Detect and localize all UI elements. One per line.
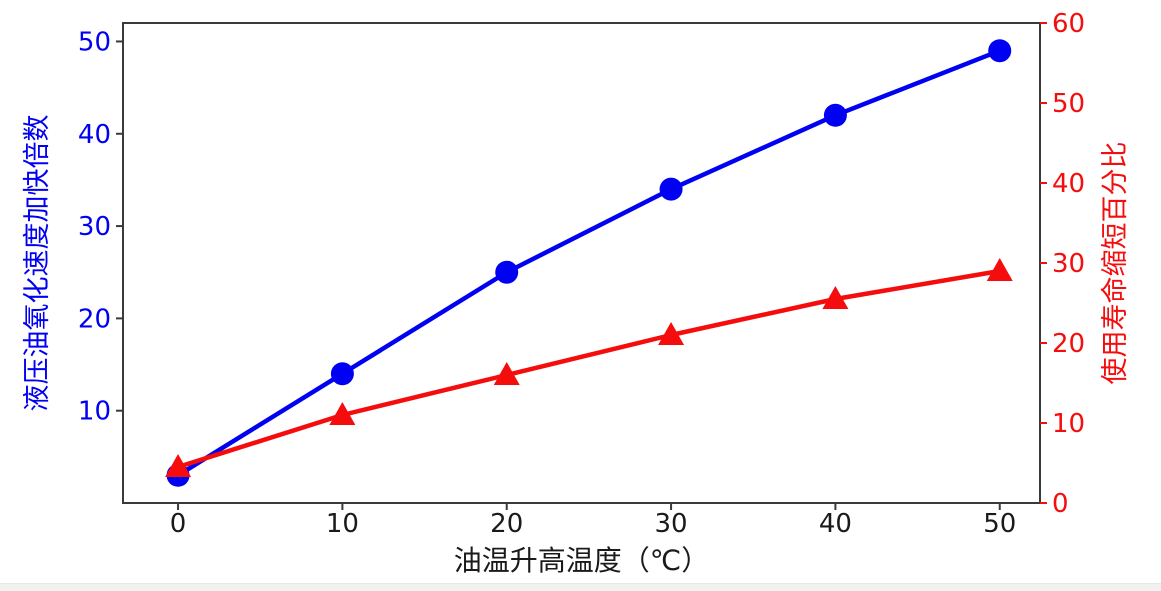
data-point-triangle-marker	[986, 258, 1013, 281]
data-point-triangle-marker	[658, 322, 685, 345]
series-line-oxidation	[175, 48, 1002, 478]
x-axis-label: 油温升高温度（℃）	[454, 544, 709, 577]
x-tick-label: 0	[170, 509, 187, 539]
right-tick-label: 40	[1052, 169, 1085, 199]
data-point-circle-marker	[988, 39, 1012, 63]
right-tick-label: 20	[1052, 329, 1085, 359]
data-point-circle-marker	[823, 103, 847, 127]
data-point-triangle-marker	[493, 362, 520, 385]
left-tick-label: 40	[78, 120, 111, 150]
data-point-triangle-marker	[329, 402, 356, 425]
plot-border	[122, 22, 1041, 504]
left-tick-label: 20	[78, 304, 111, 334]
data-point-triangle-marker	[822, 286, 849, 309]
x-tick-label: 20	[490, 509, 523, 539]
x-tick-label: 40	[819, 509, 852, 539]
left-tick-label: 30	[78, 212, 111, 242]
left-tick-label: 10	[78, 397, 111, 427]
data-point-circle-marker	[330, 362, 354, 386]
right-tick-label: 10	[1052, 409, 1085, 439]
data-point-triangle-marker	[165, 454, 192, 477]
right-tick-label: 60	[1052, 9, 1085, 39]
x-tick-label: 10	[326, 509, 359, 539]
right-tick-label: 0	[1052, 489, 1069, 519]
left-tick-label: 50	[78, 27, 111, 57]
bottom-strip	[0, 583, 1161, 591]
left-axis-label: 液压油氧化速度加快倍数	[22, 115, 53, 412]
right-tick-label: 30	[1052, 249, 1085, 279]
series-line-life	[175, 268, 1002, 470]
right-tick-label: 50	[1052, 89, 1085, 119]
x-tick-label: 30	[655, 509, 688, 539]
data-point-circle-marker	[495, 260, 519, 284]
data-point-circle-marker	[659, 177, 683, 201]
right-axis-label: 使用寿命缩短百分比	[1100, 142, 1131, 385]
x-tick-label: 50	[983, 509, 1016, 539]
